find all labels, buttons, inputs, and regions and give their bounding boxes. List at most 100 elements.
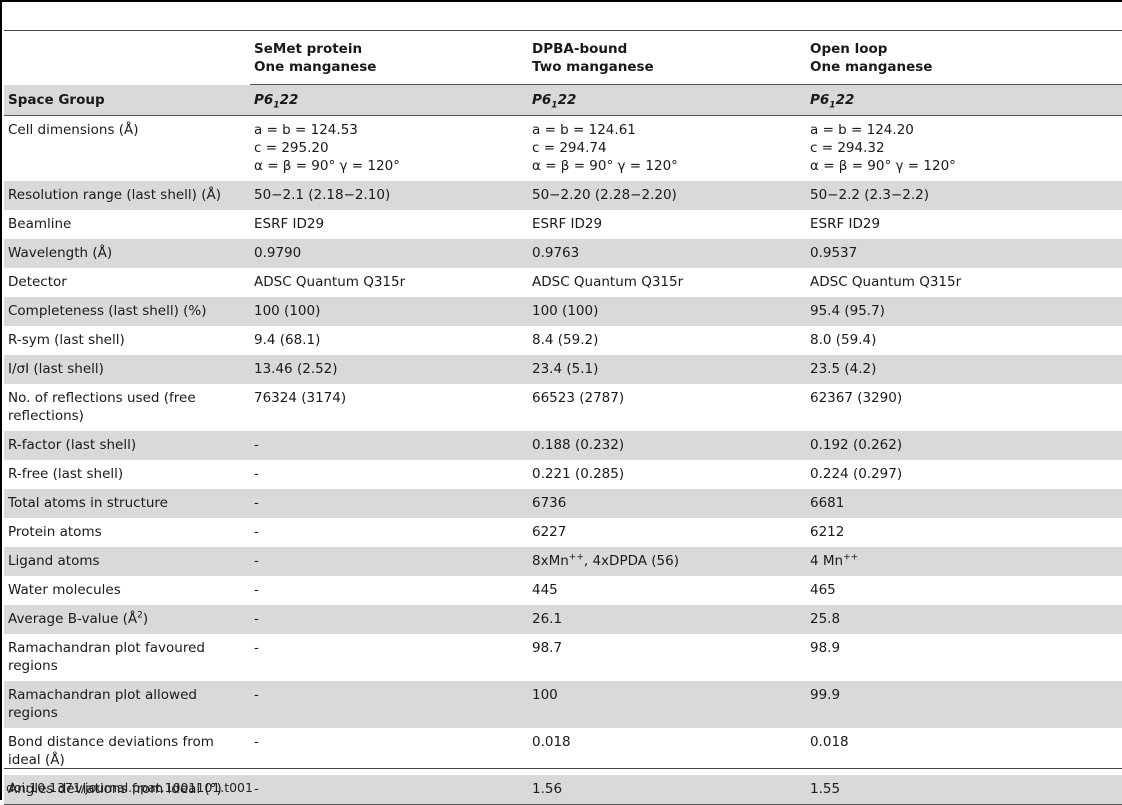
crystallography-table: SeMet protein One manganese DPBA-bound T… (4, 36, 1122, 805)
row-label: Protein atoms (8, 524, 102, 540)
table-cell: - (250, 489, 528, 518)
table-cell: 0.018 (532, 734, 571, 750)
row-label: Beamline (8, 216, 72, 232)
space-group-value: P6122 (250, 84, 528, 116)
table-cell: ESRF ID29 (810, 216, 881, 232)
table-row: Bond distance deviations from ideal (Å) -… (4, 728, 1122, 775)
table-cell: 0.9537 (806, 239, 1122, 268)
doi-caption: doi:10.1371/journal.ppat.1001101.t001 (6, 780, 253, 795)
table-row: Detector ADSC Quantum Q315r ADSC Quantum Q… (4, 268, 1122, 297)
table-row: No. of reflections used (free reflection… (4, 384, 1122, 431)
row-label: Total atoms in structure (4, 489, 250, 518)
table-row: Completeness (last shell) (%) 100 (100) 10… (4, 297, 1122, 326)
table-row: Protein atoms - 6227 6212 (4, 518, 1122, 547)
row-label: Cell dimensions (Å) (8, 122, 139, 138)
table-row: Ligand atoms -8xMn++, 4xDPDA (56) 4 Mn++ (4, 547, 1122, 576)
table-cell: a = b = 124.53 c = 295.20 α = β = 90° γ = … (254, 122, 400, 174)
table-cell: 98.7 (532, 640, 563, 656)
row-label: Resolution range (last shell) (Å) (4, 181, 250, 210)
table-cell: 98.9 (810, 640, 841, 656)
table-cell: 6212 (810, 524, 845, 540)
table-cell: 0.9763 (528, 239, 806, 268)
table-cell: 8.4 (59.2) (532, 332, 599, 348)
table-cell: 6736 (528, 489, 806, 518)
row-label: Ligand atoms (4, 547, 250, 576)
table-cell: 4 Mn++ (806, 547, 1122, 576)
table-cell: a = b = 124.20 c = 294.32 α = β = 90° γ = … (810, 122, 956, 174)
table-cell: 0.221 (0.285) (532, 466, 625, 482)
table-row: Resolution range (last shell) (Å) 50−2.1 … (4, 181, 1122, 210)
table-row: Cell dimensions (Å) a = b = 124.53 c = 295… (4, 116, 1122, 182)
row-label: Ramachandran plot favoured regions (8, 640, 205, 674)
table-cell: 95.4 (95.7) (806, 297, 1122, 326)
table-cell: 1.56 (528, 775, 806, 805)
column-header-semet: SeMet protein One manganese (250, 36, 528, 85)
table-cell: 26.1 (528, 605, 806, 634)
table-cell: 465 (810, 582, 836, 598)
table-cell: - (250, 547, 528, 576)
table-cell: - (250, 681, 528, 728)
row-label: R-free (last shell) (8, 466, 124, 482)
table-top-rule (4, 30, 1122, 31)
table-cell: 99.9 (806, 681, 1122, 728)
table-cell: 66523 (2787) (532, 390, 625, 406)
row-label: R-factor (last shell) (4, 431, 250, 460)
space-group-row: Space Group P6122 P6122 P6122 (4, 84, 1122, 116)
space-group-value: P6122 (806, 84, 1122, 116)
table-cell: 23.4 (5.1) (528, 355, 806, 384)
row-label: No. of reflections used (free reflection… (8, 390, 196, 424)
left-border (0, 0, 2, 800)
column-header-row: SeMet protein One manganese DPBA-bound T… (4, 36, 1122, 85)
table-cell: ESRF ID29 (254, 216, 325, 232)
column-header-open-loop: Open loop One manganese (806, 36, 1122, 85)
table-cell: - (254, 734, 259, 750)
table-row: Beamline ESRF ID29 ESRF ID29 ESRF ID29 (4, 210, 1122, 239)
table-cell: 9.4 (68.1) (254, 332, 321, 348)
table-row: Total atoms in structure -6736 6681 (4, 489, 1122, 518)
table-cell: 100 (100) (250, 297, 528, 326)
table-cell: 0.9790 (250, 239, 528, 268)
row-label: Completeness (last shell) (%) (4, 297, 250, 326)
space-group-value: P6122 (528, 84, 806, 116)
table-cell: 1.55 (806, 775, 1122, 805)
row-label: R-sym (last shell) (8, 332, 125, 348)
table-row: Water molecules - 445 465 (4, 576, 1122, 605)
table-row: Ramachandran plot favoured regions - 98.7 9… (4, 634, 1122, 681)
top-border (0, 0, 1122, 2)
row-label: I/σI (last shell) (4, 355, 250, 384)
table-cell: 23.5 (4.2) (806, 355, 1122, 384)
table-cell: 100 (528, 681, 806, 728)
table-cell: ADSC Quantum Q315r (810, 274, 962, 290)
row-label: Wavelength (Å) (4, 239, 250, 268)
table-cell: ADSC Quantum Q315r (532, 274, 684, 290)
table-cell: 445 (532, 582, 558, 598)
table-cell: - (254, 640, 259, 656)
table-cell: - (254, 582, 259, 598)
column-header-dpba: DPBA-bound Two manganese (528, 36, 806, 85)
column-header-empty (4, 36, 250, 85)
table-cell: 100 (100) (528, 297, 806, 326)
table-cell: - (250, 775, 528, 805)
table-row: I/σI (last shell) 13.46 (2.52) 23.4 (5.1) 2… (4, 355, 1122, 384)
row-label: Bond distance deviations from ideal (Å) (8, 734, 214, 768)
table-row: R-sym (last shell) 9.4 (68.1) 8.4 (59.2) 8.… (4, 326, 1122, 355)
table-cell: 8.0 (59.4) (810, 332, 877, 348)
row-label: Average B-value (Å2) (4, 605, 250, 634)
table-cell: 25.8 (806, 605, 1122, 634)
table-cell: 62367 (3290) (810, 390, 903, 406)
table-cell: - (254, 524, 259, 540)
table-cell: 13.46 (2.52) (250, 355, 528, 384)
table-row: R-free (last shell) - 0.221 (0.285) 0.224 (… (4, 460, 1122, 489)
row-label: Ramachandran plot allowed regions (4, 681, 250, 728)
table-cell: 8xMn++, 4xDPDA (56) (528, 547, 806, 576)
table-cell: 50−2.1 (2.18−2.10) (250, 181, 528, 210)
table-row: Ramachandran plot allowed regions -100 99.… (4, 681, 1122, 728)
table-cell: ADSC Quantum Q315r (254, 274, 406, 290)
table-cell: 0.188 (0.232) (528, 431, 806, 460)
table-cell: 50−2.20 (2.28−2.20) (528, 181, 806, 210)
table-cell: 50−2.2 (2.3−2.2) (806, 181, 1122, 210)
space-group-label: Space Group (4, 84, 250, 116)
table-row: Average B-value (Å2) -26.1 25.8 (4, 605, 1122, 634)
table-row: R-factor (last shell) -0.188 (0.232) 0.192… (4, 431, 1122, 460)
table-cell: - (254, 466, 259, 482)
